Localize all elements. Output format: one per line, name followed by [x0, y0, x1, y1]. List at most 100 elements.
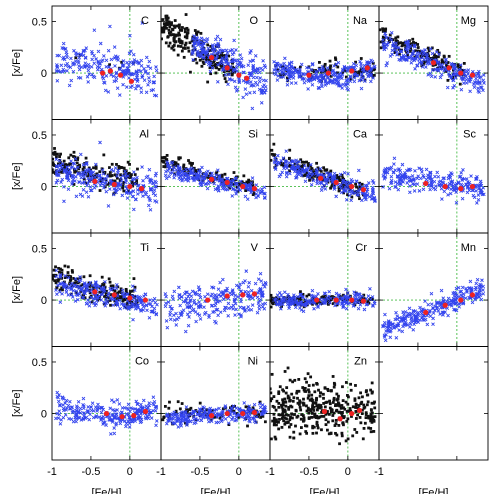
point-black — [177, 37, 181, 41]
point-blue — [438, 303, 443, 307]
point-blue — [214, 420, 219, 425]
point-blue — [213, 177, 218, 182]
point-blue — [464, 182, 468, 187]
point-blue — [78, 411, 83, 415]
point-blue — [97, 415, 101, 419]
panel-points — [52, 119, 161, 233]
point-blue — [419, 309, 424, 314]
point-blue — [254, 183, 259, 187]
point-blue — [310, 76, 315, 80]
point-blue — [70, 180, 75, 184]
point-black — [173, 25, 177, 29]
point-blue — [439, 183, 444, 187]
point-black — [162, 27, 166, 31]
point-black — [98, 189, 102, 192]
point-blue — [112, 415, 116, 420]
point-red — [364, 65, 370, 71]
point-blue — [90, 283, 94, 288]
point-blue — [475, 277, 480, 282]
point-blue — [114, 412, 118, 416]
point-blue — [314, 167, 319, 172]
point-black — [288, 148, 292, 152]
point-black — [185, 408, 189, 412]
point-black — [261, 414, 265, 418]
point-blue — [470, 188, 475, 193]
point-black — [356, 413, 359, 417]
point-blue — [171, 421, 176, 425]
point-blue — [182, 415, 187, 419]
point-blue — [250, 176, 255, 180]
point-black — [220, 173, 224, 177]
point-blue — [135, 304, 140, 309]
point-blue — [362, 68, 366, 73]
point-blue — [148, 298, 153, 302]
point-blue — [467, 78, 471, 83]
point-black — [328, 65, 332, 69]
point-black — [188, 412, 192, 416]
point-blue — [114, 299, 119, 303]
point-red — [458, 297, 464, 303]
point-blue — [246, 184, 251, 188]
point-blue — [248, 59, 252, 64]
point-blue — [195, 174, 199, 178]
point-black — [431, 64, 435, 67]
point-blue — [234, 307, 238, 312]
point-blue — [447, 173, 451, 178]
point-blue — [457, 305, 461, 309]
point-blue — [81, 162, 86, 167]
point-black — [237, 415, 241, 419]
point-blue — [84, 415, 89, 420]
point-black — [77, 280, 81, 284]
point-black — [325, 168, 329, 172]
point-blue — [111, 413, 115, 417]
point-blue — [81, 411, 86, 416]
point-black — [108, 299, 112, 302]
point-red — [446, 65, 452, 71]
point-black — [117, 167, 121, 170]
point-blue — [428, 170, 433, 175]
point-black — [206, 43, 210, 47]
point-blue — [395, 174, 400, 179]
point-blue — [477, 80, 482, 84]
point-blue — [357, 168, 361, 173]
point-blue — [111, 169, 116, 173]
point-black — [330, 408, 333, 411]
point-black — [194, 418, 198, 422]
point-blue — [315, 181, 320, 186]
point-black — [293, 303, 297, 307]
point-black — [369, 430, 373, 434]
point-black — [233, 405, 237, 408]
point-black — [305, 294, 309, 298]
point-blue — [117, 67, 122, 72]
point-black — [172, 48, 176, 52]
point-blue — [217, 174, 222, 178]
point-black — [218, 55, 222, 59]
point-blue — [86, 68, 91, 73]
point-blue — [239, 289, 244, 293]
point-blue — [260, 88, 265, 93]
point-black — [81, 167, 85, 171]
point-blue — [94, 162, 98, 167]
point-blue — [429, 302, 434, 306]
point-black — [128, 162, 131, 166]
point-blue — [147, 167, 152, 172]
point-black — [190, 39, 194, 43]
point-black — [281, 400, 285, 404]
point-blue — [397, 315, 402, 320]
point-black — [328, 175, 332, 179]
point-blue — [172, 289, 177, 294]
point-blue — [148, 66, 153, 70]
point-black — [208, 66, 212, 70]
point-blue — [429, 74, 434, 79]
point-blue — [76, 59, 81, 63]
point-blue — [263, 405, 267, 410]
point-blue — [114, 70, 119, 75]
point-blue — [273, 72, 278, 77]
point-blue — [238, 282, 242, 286]
point-blue — [79, 288, 83, 292]
point-black — [398, 52, 401, 56]
point-black — [334, 56, 337, 60]
point-black — [280, 65, 284, 69]
point-blue — [63, 273, 67, 278]
point-blue — [70, 295, 75, 299]
